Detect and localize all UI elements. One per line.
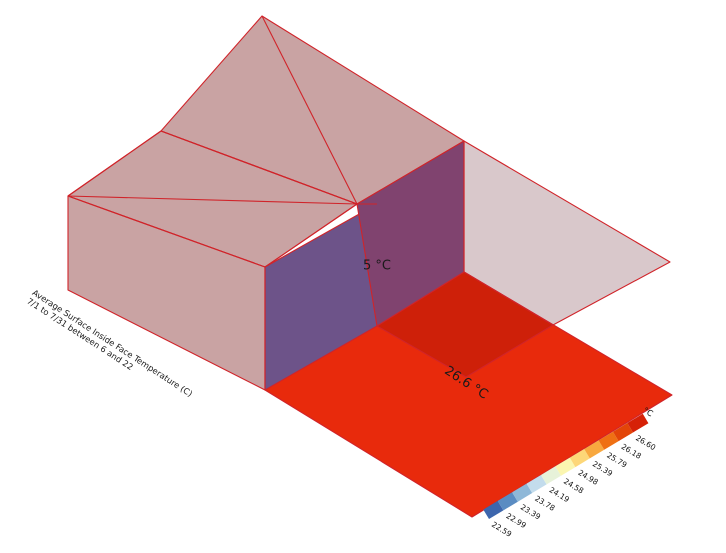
colorbar-tick-0: 22.59 bbox=[490, 520, 513, 539]
colorbar-segment-6 bbox=[569, 449, 590, 468]
colorbar-segment-4 bbox=[540, 466, 562, 485]
colorbar-segment-10 bbox=[627, 413, 649, 433]
colorbar-segment-0 bbox=[483, 500, 504, 519]
colorbar-segment-1 bbox=[497, 492, 518, 511]
colorbar-segment-5 bbox=[555, 457, 576, 476]
colorbar-segment-7 bbox=[584, 440, 605, 459]
colorbar-unit-label: °C bbox=[641, 405, 655, 419]
colorbar-segment-3 bbox=[526, 474, 547, 494]
colorbar-segment-2 bbox=[512, 483, 533, 502]
colorbar-segments bbox=[483, 413, 649, 519]
surface-temp-label-wall: 5 °C bbox=[363, 259, 391, 274]
colorbar-segment-9 bbox=[612, 423, 634, 442]
colorbar-segment-8 bbox=[598, 431, 619, 450]
interior-edges bbox=[67, 15, 465, 390]
